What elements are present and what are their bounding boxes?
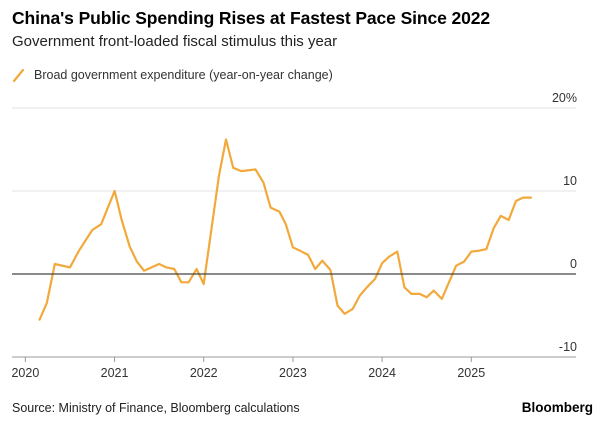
legend-label: Broad government expenditure (year-on-ye… [34, 68, 333, 82]
chart-legend: Broad government expenditure (year-on-ye… [12, 68, 333, 83]
y-tick-label: 0 [570, 257, 577, 271]
legend-line-icon [12, 68, 26, 83]
series-line [38, 138, 533, 321]
source-note: Source: Ministry of Finance, Bloomberg c… [12, 401, 300, 415]
brand-logo: Bloomberg [521, 400, 593, 415]
x-tick-label: 2024 [368, 366, 396, 380]
y-tick-label: -10 [559, 340, 577, 354]
y-tick-label: 10 [563, 174, 577, 188]
y-tick-label: 20% [552, 91, 577, 105]
chart-subtitle: Government front-loaded fiscal stimulus … [12, 33, 338, 50]
x-tick-label: 2022 [190, 366, 218, 380]
x-tick-label: 2023 [279, 366, 307, 380]
chart-title: China's Public Spending Rises at Fastest… [12, 8, 491, 28]
x-tick-label: 2025 [457, 366, 485, 380]
x-tick-label: 2021 [101, 366, 129, 380]
x-tick-label: 2020 [11, 366, 39, 380]
